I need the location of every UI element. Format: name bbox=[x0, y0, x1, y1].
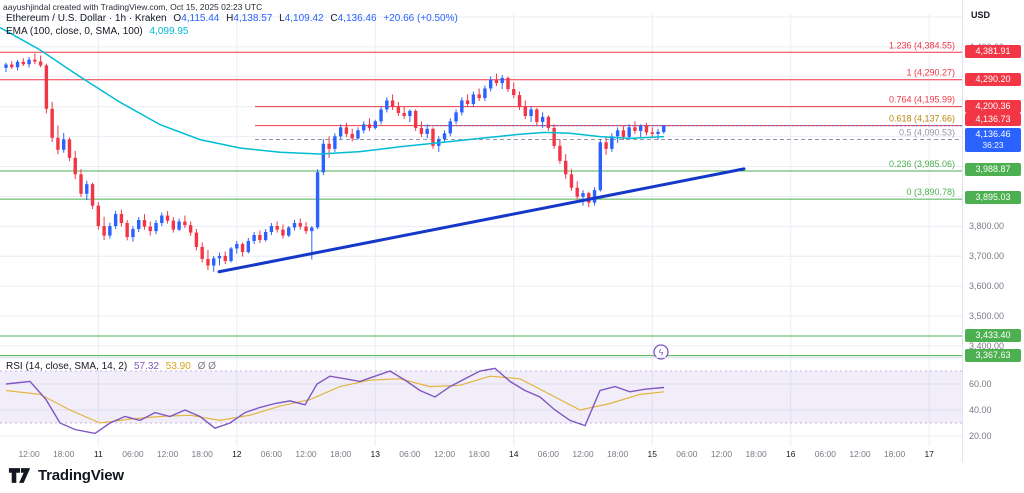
ema-line[interactable] bbox=[0, 26, 665, 155]
price-level-badge[interactable]: 4,136.73 bbox=[965, 112, 1021, 126]
grid-layer bbox=[0, 14, 962, 446]
open-label: O bbox=[173, 13, 182, 24]
time-label: 18:00 bbox=[330, 449, 352, 459]
fib-level-label: 1 (4,290.27) bbox=[906, 68, 955, 78]
price-tick: 3,600.00 bbox=[969, 281, 1005, 292]
candles-layer bbox=[4, 53, 666, 272]
fib-level-label: 0.5 (4,090.53) bbox=[899, 127, 955, 137]
time-label: 06:00 bbox=[814, 449, 836, 459]
price-tick: 3,500.00 bbox=[969, 311, 1005, 322]
tradingview-logo-text: TradingView bbox=[38, 467, 124, 484]
rsi-tick: 20.00 bbox=[969, 431, 992, 441]
last-price-badge[interactable]: 4,136.46 36:23 bbox=[965, 127, 1021, 152]
time-label: 15 bbox=[647, 449, 657, 459]
ema-legend[interactable]: EMA (100, close, 0, SMA, 100) 4,099.95 bbox=[6, 26, 188, 37]
rsi-pane bbox=[0, 367, 962, 435]
symbol-legend[interactable]: Ethereum / U.S. Dollar · 1h · Kraken O4,… bbox=[6, 13, 458, 24]
rsi-label[interactable]: RSI (14, close, SMA, 14, 2) bbox=[6, 361, 128, 372]
rsi-ma-line[interactable] bbox=[5, 375, 665, 424]
ema-value: 4,099.95 bbox=[149, 26, 189, 37]
time-label: 12:00 bbox=[572, 449, 594, 459]
price-tick: 3,400.00 bbox=[969, 340, 1005, 351]
tradingview-logo[interactable]: TradingView bbox=[8, 467, 124, 484]
attribution-text: aayushjindal created with TradingView.co… bbox=[3, 2, 263, 12]
time-label: 12:00 bbox=[849, 449, 871, 459]
svg-text:ϟ: ϟ bbox=[659, 348, 664, 358]
chart-canvas[interactable]: 1.236 (4,384.55) 1 (4,290.27) 0.764 (4,195… bbox=[0, 0, 1024, 462]
low-value: 4,109.42 bbox=[284, 13, 324, 24]
price-level-badge[interactable]: 4,200.36 bbox=[965, 99, 1021, 113]
trendline[interactable] bbox=[217, 167, 746, 274]
currency-label[interactable]: USD bbox=[971, 10, 991, 20]
time-label: 06:00 bbox=[260, 449, 283, 459]
time-label: 18:00 bbox=[191, 449, 213, 459]
price-level-badge[interactable]: 3,367.63 bbox=[965, 348, 1021, 362]
price-level-badge[interactable]: 4,290.20 bbox=[965, 72, 1021, 86]
fib-level-label: 0 (3,890.78) bbox=[906, 187, 955, 197]
time-label: 18:00 bbox=[53, 449, 75, 459]
rsi-tick: 60.00 bbox=[969, 379, 992, 389]
time-label: 18:00 bbox=[745, 449, 767, 459]
time-label: 06:00 bbox=[122, 449, 144, 459]
rsi-ma-value: 53.90 bbox=[165, 361, 191, 372]
rsi-line[interactable] bbox=[5, 367, 665, 435]
time-label: 12 bbox=[232, 449, 242, 459]
rsi-value: 57.32 bbox=[133, 361, 159, 372]
price-level-badge[interactable]: 4,381.91 bbox=[965, 45, 1021, 59]
time-label: 18:00 bbox=[468, 449, 490, 459]
rsi-legend[interactable]: RSI (14, close, SMA, 14, 2) 57.32 53.90 … bbox=[6, 361, 216, 372]
high-value: 4,138.57 bbox=[233, 13, 273, 24]
fib-levels-layer: 1.236 (4,384.55) 1 (4,290.27) 0.764 (4,195… bbox=[0, 40, 962, 357]
time-label: 06:00 bbox=[676, 449, 698, 459]
close-label: C bbox=[330, 13, 338, 24]
low-label: L bbox=[279, 13, 285, 24]
time-label: 18:00 bbox=[606, 449, 629, 459]
ema-label[interactable]: EMA (100, close, 0, SMA, 100) bbox=[6, 26, 143, 37]
time-label: 06:00 bbox=[537, 449, 560, 459]
time-label: 12:00 bbox=[18, 449, 40, 459]
price-level-badge[interactable]: 3,433.40 bbox=[965, 328, 1021, 342]
time-axis[interactable]: 12:00 18:00 11 06:00 12:00 18:00 12 06:00 12:00 1… bbox=[0, 446, 962, 462]
price-axis[interactable]: USD 4,400.003,800.003,700.003,600.003,50… bbox=[962, 0, 1024, 462]
price-tick: 3,700.00 bbox=[969, 251, 1005, 262]
time-label: 18:00 bbox=[883, 449, 906, 459]
rsi-tick: 40.00 bbox=[969, 405, 992, 415]
time-label: 14 bbox=[509, 449, 519, 459]
price-tick: 3,800.00 bbox=[969, 221, 1005, 232]
time-label: 16 bbox=[785, 449, 796, 459]
price-level-badge[interactable]: 3,895.03 bbox=[965, 190, 1021, 204]
symbol-title[interactable]: Ethereum / U.S. Dollar · 1h · Kraken bbox=[6, 13, 167, 24]
time-label: 12:00 bbox=[433, 449, 456, 459]
change-value: +20.66 (+0.50%) bbox=[383, 13, 458, 24]
fib-level-label: 0.618 (4,137.66) bbox=[889, 114, 955, 124]
fib-level-label: 1.236 (4,384.55) bbox=[889, 40, 955, 50]
marker-icon[interactable]: ϟ bbox=[653, 344, 669, 360]
rsi-extra-values: Ø Ø bbox=[197, 361, 216, 372]
price-level-badge[interactable]: 3,988.87 bbox=[965, 162, 1021, 176]
time-label: 13 bbox=[370, 449, 380, 459]
time-label: 12:00 bbox=[295, 449, 317, 459]
fib-level-label: 0.236 (3,985.06) bbox=[889, 159, 955, 169]
time-label: 12:00 bbox=[156, 449, 179, 459]
close-value: 4,136.46 bbox=[337, 13, 377, 24]
time-label: 17 bbox=[924, 449, 934, 459]
fib-level-label: 0.764 (4,195.99) bbox=[889, 95, 955, 105]
tradingview-logo-icon bbox=[8, 468, 31, 483]
open-value: 4,115.44 bbox=[181, 13, 220, 24]
time-label: 11 bbox=[93, 449, 103, 459]
time-label: 06:00 bbox=[399, 449, 421, 459]
time-label: 12:00 bbox=[710, 449, 733, 459]
high-label: H bbox=[226, 13, 234, 24]
